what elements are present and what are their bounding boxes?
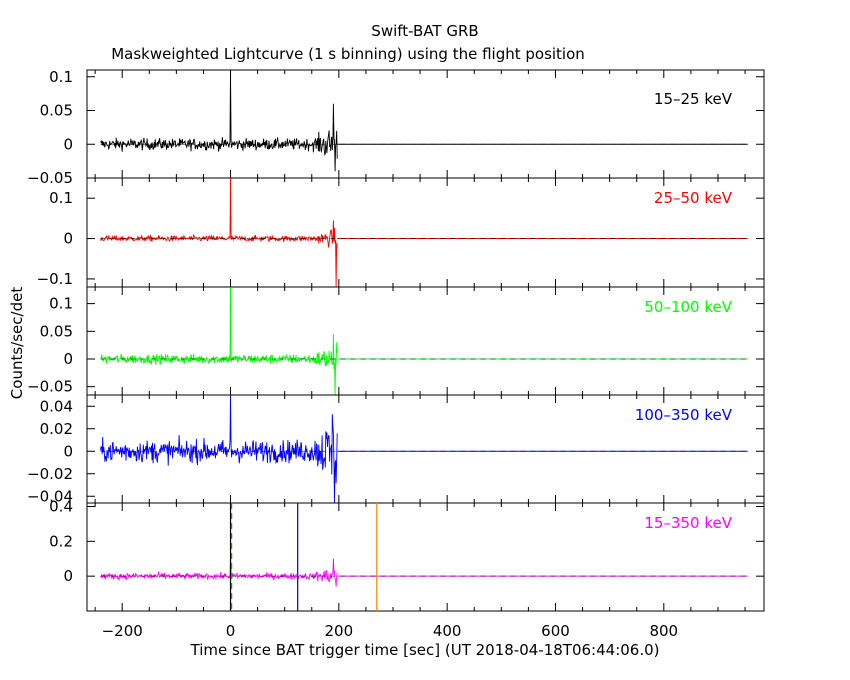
x-tick-label: 0 xyxy=(226,622,236,640)
band-label: 100–350 keV xyxy=(635,406,733,424)
band-label: 15–25 keV xyxy=(654,90,733,108)
x-tick-label: −200 xyxy=(102,622,143,640)
panel-2: −0.1 0 0.1 25–50 keV xyxy=(37,177,765,288)
y-tick-label: 0.05 xyxy=(40,102,73,120)
panel-frame xyxy=(86,69,765,179)
band-label: 15–350 keV xyxy=(644,514,732,532)
panel-1: −0.05 0 0.05 0.1 15–25 keV xyxy=(27,68,765,187)
band-label: 50–100 keV xyxy=(644,298,732,316)
x-tick-label: 200 xyxy=(325,622,354,640)
y-tick-label: −0.05 xyxy=(27,378,73,396)
lightcurve-series xyxy=(100,69,338,172)
lightcurve-series xyxy=(100,394,338,504)
lightcurve-series xyxy=(100,286,338,396)
y-tick-label: −0.05 xyxy=(27,169,73,187)
x-axis-label: Time since BAT trigger time [sec] (UT 20… xyxy=(190,641,660,659)
x-tick-label: 400 xyxy=(433,622,462,640)
y-tick-label: 0 xyxy=(63,442,73,460)
y-tick-label: 0.05 xyxy=(40,322,73,340)
y-tick-label: 0.2 xyxy=(49,532,73,550)
lightcurve-series xyxy=(100,177,338,288)
y-tick-label: 0.4 xyxy=(49,497,73,515)
chart-subtitle: Maskweighted Lightcurve (1 s binning) us… xyxy=(111,45,585,63)
panel-4: −0.04 −0.02 0 0.02 0.04 100–350 keV xyxy=(27,394,765,505)
y-tick-label: 0.04 xyxy=(40,397,73,415)
y-tick-label: 0.1 xyxy=(49,295,73,313)
y-tick-label: 0.1 xyxy=(49,189,73,207)
chart-title: Swift-BAT GRB xyxy=(371,22,478,40)
y-tick-label: 0 xyxy=(63,135,73,153)
lightcurve-series xyxy=(100,555,338,587)
y-tick-label: −0.04 xyxy=(27,487,73,505)
x-tick-label: 600 xyxy=(541,622,570,640)
y-tick-label: 0.02 xyxy=(40,420,73,438)
y-tick-label: −0.02 xyxy=(27,465,73,483)
x-tick-label: 800 xyxy=(649,622,678,640)
y-tick-label: 0.1 xyxy=(49,68,73,86)
panel-5: 0 0.2 0.4 15–350 keV xyxy=(49,497,765,612)
panel-3: −0.05 0 0.05 0.1 50–100 keV xyxy=(27,286,765,396)
band-label: 25–50 keV xyxy=(654,189,733,207)
y-tick-label: 0 xyxy=(63,230,73,248)
panel-frame xyxy=(86,502,765,612)
y-tick-label: 0 xyxy=(63,350,73,368)
y-tick-label: −0.1 xyxy=(37,270,73,288)
y-tick-label: 0 xyxy=(63,567,73,585)
y-axis-label: Counts/sec/det xyxy=(8,287,26,400)
